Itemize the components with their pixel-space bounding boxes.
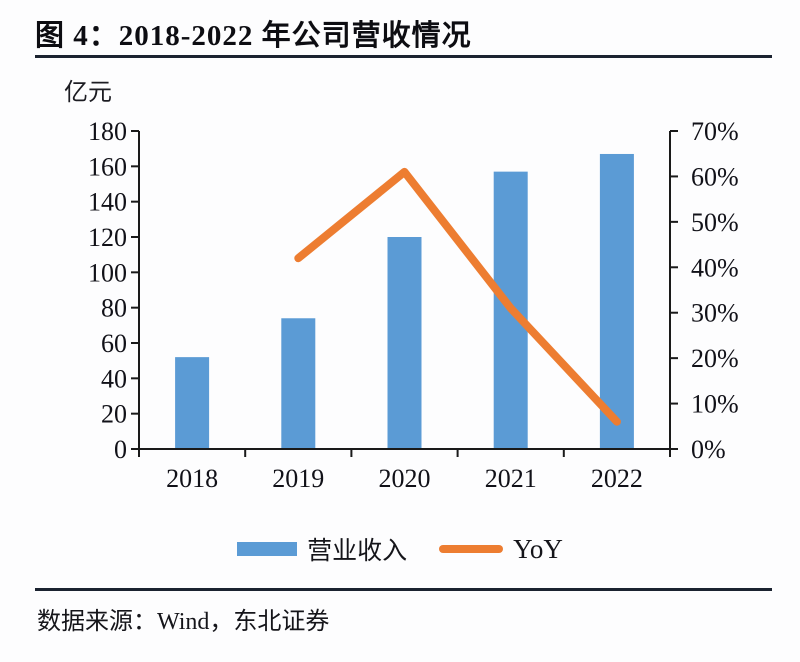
left-axis-tick-label: 60 xyxy=(101,329,127,358)
x-axis-tick-label: 2018 xyxy=(166,464,218,493)
x-axis-tick-label: 2020 xyxy=(379,464,431,493)
figure-title: 图 4：2018-2022 年公司营收情况 xyxy=(35,20,472,52)
left-axis-tick-label: 80 xyxy=(101,294,127,323)
right-axis-tick-label: 50% xyxy=(691,208,739,237)
data-source: 数据来源：Wind，东北证券 xyxy=(37,609,330,635)
yoy-line xyxy=(294,167,621,426)
bar-series xyxy=(175,153,634,449)
axis-tick-labels: 0 20 40 60 80 100 120 140 160 180 0% 10% 20% 30% 40% 50… xyxy=(88,117,739,493)
right-axis-tick-label: 40% xyxy=(691,253,739,282)
bar-2020 xyxy=(387,237,422,449)
source-divider xyxy=(35,588,772,591)
legend-line-swatch xyxy=(439,545,504,553)
left-axis-tick-label: 180 xyxy=(88,117,127,146)
right-axis-tick-label: 60% xyxy=(691,162,739,191)
bar-2018 xyxy=(175,357,210,449)
left-axis-unit-label: 亿元 xyxy=(64,80,112,106)
bar-2022 xyxy=(599,153,634,449)
line-series xyxy=(294,167,621,426)
x-axis-tick-label: 2021 xyxy=(485,464,537,493)
left-axis-tick-label: 20 xyxy=(101,400,127,429)
left-axis-tick-label: 40 xyxy=(101,364,127,393)
left-axis-tick-label: 100 xyxy=(88,258,127,287)
right-axis-tick-label: 10% xyxy=(691,390,739,419)
left-axis-tick-label: 0 xyxy=(114,435,127,464)
right-axis-tick-label: 20% xyxy=(691,344,739,373)
legend-item-revenue: 营业收入 xyxy=(237,531,407,567)
legend-label-yoy: YoY xyxy=(513,533,563,564)
x-axis-tick-label: 2022 xyxy=(591,464,643,493)
title-divider xyxy=(35,55,772,58)
axes xyxy=(131,130,678,457)
x-axis-tick-label: 2019 xyxy=(272,464,324,493)
chart-legend: 营业收入 YoY xyxy=(0,531,800,567)
legend-item-yoy: YoY xyxy=(439,534,563,565)
left-axis-tick-label: 140 xyxy=(88,188,127,217)
legend-bar-swatch xyxy=(237,542,298,556)
left-axis-tick-label: 160 xyxy=(88,152,127,181)
left-axis-tick-label: 120 xyxy=(88,223,127,252)
bar-2019 xyxy=(281,318,316,449)
legend-label-revenue: 营业收入 xyxy=(307,538,408,565)
right-axis-tick-label: 70% xyxy=(691,117,739,146)
right-axis-tick-label: 0% xyxy=(691,435,726,464)
right-axis-tick-label: 30% xyxy=(691,299,739,328)
